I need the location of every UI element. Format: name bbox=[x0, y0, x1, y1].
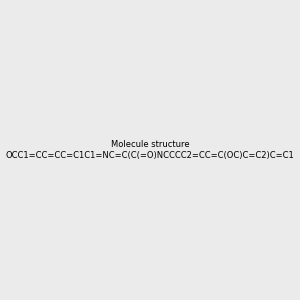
Text: Molecule structure
OCC1=CC=CC=C1C1=NC=C(C(=O)NCCCC2=CC=C(OC)C=C2)C=C1: Molecule structure OCC1=CC=CC=C1C1=NC=C(… bbox=[6, 140, 294, 160]
